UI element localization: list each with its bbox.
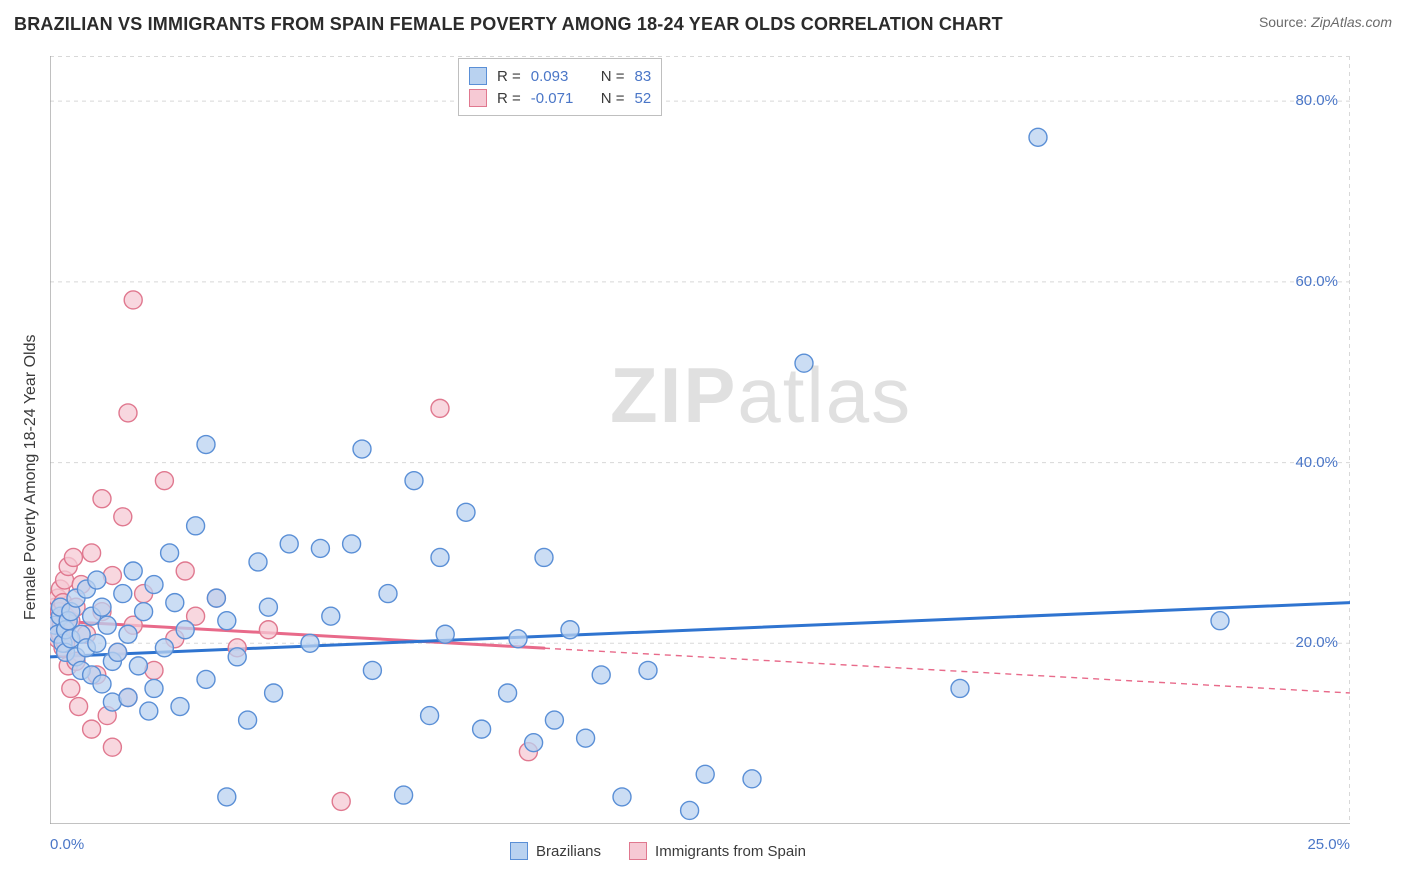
y-tick-label: 60.0% [1295, 273, 1338, 290]
correlation-legend: R = 0.093 N = 83 R = -0.071 N = 52 [458, 58, 662, 116]
source-label: Source: [1259, 14, 1311, 30]
n-value-brazilians: 83 [635, 68, 652, 85]
legend-swatch-spain [629, 842, 647, 860]
y-tick-label: 80.0% [1295, 92, 1338, 109]
x-tick-label: 0.0% [50, 836, 84, 853]
source-attribution: Source: ZipAtlas.com [1259, 14, 1392, 30]
series-legend: Brazilians Immigrants from Spain [510, 842, 806, 860]
x-tick-label: 25.0% [1307, 836, 1350, 853]
legend-swatch-brazilians [510, 842, 528, 860]
legend-label-brazilians: Brazilians [536, 843, 601, 860]
correlation-row-brazilians: R = 0.093 N = 83 [469, 65, 651, 87]
chart-container: BRAZILIAN VS IMMIGRANTS FROM SPAIN FEMAL… [0, 0, 1406, 892]
chart-title: BRAZILIAN VS IMMIGRANTS FROM SPAIN FEMAL… [14, 14, 1003, 35]
swatch-spain [469, 89, 487, 107]
plot-area [50, 56, 1350, 824]
legend-label-spain: Immigrants from Spain [655, 843, 806, 860]
legend-item-spain: Immigrants from Spain [629, 842, 806, 860]
r-value-spain: -0.071 [531, 90, 591, 107]
y-tick-label: 20.0% [1295, 634, 1338, 651]
n-value-spain: 52 [635, 90, 652, 107]
legend-item-brazilians: Brazilians [510, 842, 601, 860]
n-label: N = [601, 68, 625, 85]
r-label: R = [497, 68, 521, 85]
swatch-brazilians [469, 67, 487, 85]
y-axis-label: Female Poverty Among 18-24 Year Olds [22, 335, 40, 621]
r-value-brazilians: 0.093 [531, 68, 591, 85]
n-label: N = [601, 90, 625, 107]
r-label: R = [497, 90, 521, 107]
correlation-row-spain: R = -0.071 N = 52 [469, 87, 651, 109]
chart-svg [50, 56, 1350, 824]
y-tick-label: 40.0% [1295, 454, 1338, 471]
source-site: ZipAtlas.com [1311, 14, 1392, 30]
